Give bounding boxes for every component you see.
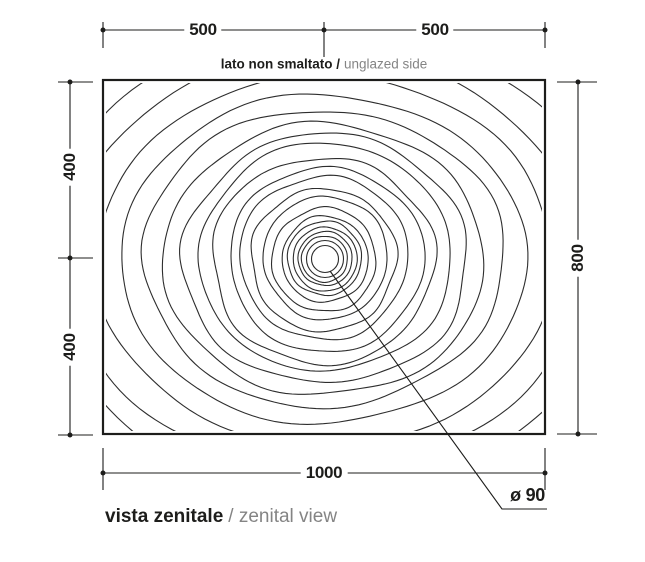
contour-ring: [230, 165, 426, 352]
note-italian: lato non smaltato /: [220, 56, 340, 72]
contour-ring: [262, 195, 388, 321]
dimension-dot: [100, 470, 106, 476]
contour-ring: [106, 83, 542, 431]
plan-rectangle: [101, 78, 547, 436]
unglazed-side-note: lato non smaltato / unglazed side: [221, 57, 428, 72]
leader-line: [329, 270, 547, 510]
contour-ring: [270, 206, 377, 312]
dimension-dot: [321, 27, 327, 33]
contour-ring: [281, 215, 369, 303]
dimension-dot: [67, 432, 73, 438]
drain-diameter-label: ø 90: [510, 485, 545, 505]
dim-label-right: 800: [568, 239, 588, 277]
caption-italian: vista zenitale: [105, 506, 224, 527]
contour-ring: [197, 142, 451, 372]
dimension-dot: [67, 255, 73, 261]
contour-ring: [250, 187, 399, 333]
dim-label-top-right: 500: [416, 20, 454, 40]
dimension-dot: [542, 27, 548, 33]
dimension-dot: [575, 431, 581, 437]
dimension-dot: [67, 79, 73, 85]
dimension-dot: [542, 470, 548, 476]
drain-hole: [305, 239, 345, 279]
note-english: unglazed side: [343, 56, 428, 72]
caption-english: / zenital view: [228, 506, 338, 527]
contour-ring: [106, 83, 542, 431]
contour-ring: [300, 235, 348, 284]
drain-hole: [310, 244, 340, 274]
dimension-dot: [100, 27, 106, 33]
contour-ring: [161, 120, 485, 395]
contour-ring: [212, 158, 438, 367]
contour-ring: [239, 174, 409, 341]
contour-ring: [106, 83, 542, 431]
contour-ring: [140, 111, 504, 410]
view-caption: vista zenitale / zenital view: [105, 506, 337, 528]
contour-lines: [106, 83, 542, 431]
contour-ring: [286, 220, 363, 297]
dimension-dots: [67, 27, 581, 476]
contour-ring: [179, 132, 467, 383]
dim-label-top-left: 500: [184, 20, 222, 40]
contour-ring: [297, 230, 353, 287]
dim-label-bottom: 1000: [300, 463, 348, 483]
dim-label-left-lower: 400: [60, 328, 80, 366]
dimension-lines: [58, 22, 597, 490]
dim-label-left-upper: 400: [60, 148, 80, 186]
dimension-dot: [575, 79, 581, 85]
